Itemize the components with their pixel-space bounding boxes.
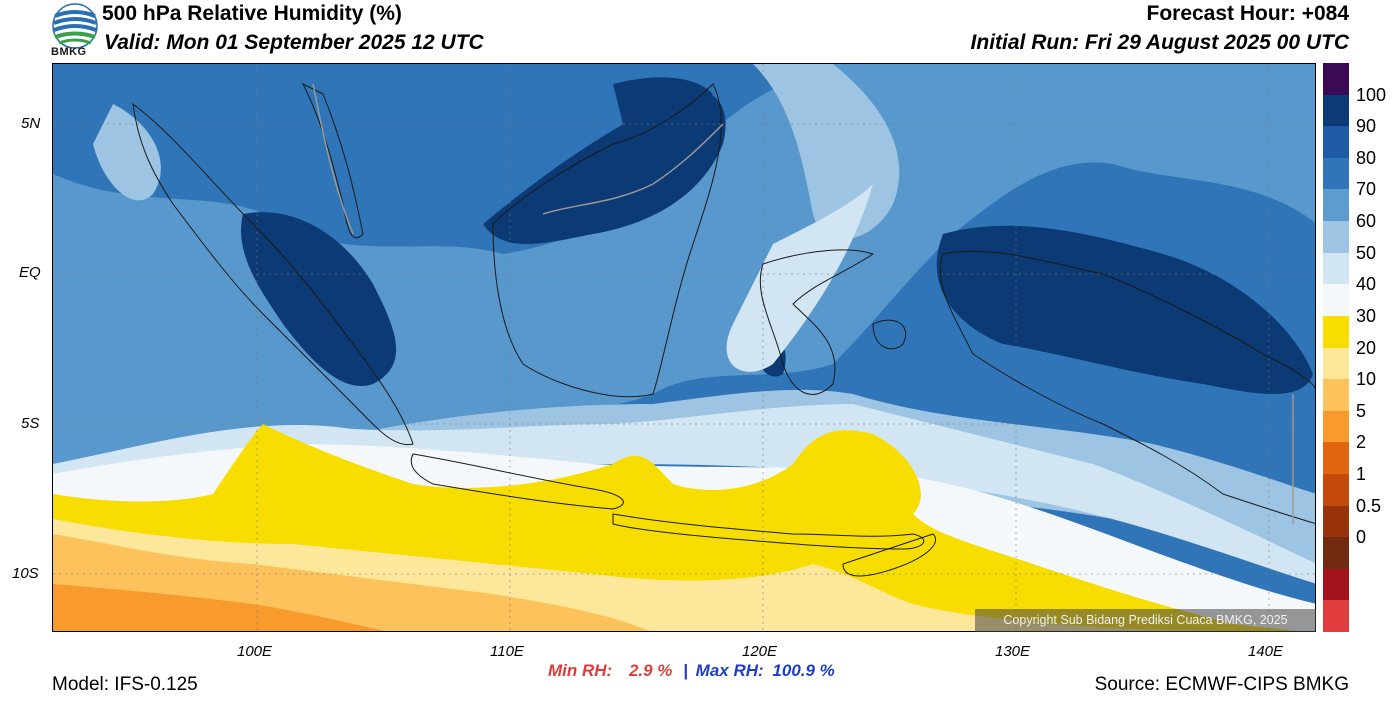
forecast-hour: Forecast Hour: +084 — [1146, 2, 1350, 25]
colorbar-segment — [1323, 221, 1349, 254]
lon-label-110e: 110E — [490, 643, 524, 660]
max-rh-label: Max RH: — [695, 661, 764, 680]
logo-text: BMKG — [51, 46, 87, 58]
coast-java — [410, 453, 624, 510]
colorbar-label: 1 — [1356, 463, 1367, 484]
colorbar-segment — [1323, 473, 1349, 507]
border-malay-peninsula — [312, 83, 354, 235]
lon-label-120e: 120E — [742, 643, 778, 660]
rh90-core-borneo — [483, 91, 726, 244]
humidity-map — [52, 63, 1316, 632]
colorbar-segment — [1323, 347, 1349, 380]
max-rh-value: 100.9 % — [772, 661, 835, 680]
colorbar-label: 50 — [1356, 242, 1377, 263]
colorbar-segment — [1323, 315, 1349, 348]
colorbar-segment — [1323, 63, 1349, 96]
colorbar-label: 70 — [1356, 179, 1377, 200]
colorbar-label: 10 — [1356, 369, 1377, 390]
colorbar-segment — [1323, 94, 1349, 127]
coast-sumatra — [132, 102, 414, 446]
colorbar-label: 0 — [1356, 527, 1367, 548]
colorbar — [1323, 63, 1349, 633]
coastlines — [132, 82, 1315, 577]
rh-stats: Min RH: 2.9 % | Max RH: 100.9 % — [548, 661, 835, 681]
coast-timor — [842, 533, 936, 577]
lon-label-130e: 130E — [995, 643, 1031, 660]
colorbar-label: 40 — [1356, 274, 1377, 295]
gridlines — [53, 64, 1315, 631]
min-rh-value: 2.9 % — [628, 661, 673, 680]
lat-label-5n: 5N — [21, 115, 41, 132]
colorbar-label: 5 — [1356, 400, 1367, 421]
colorbar-label: 80 — [1356, 147, 1377, 168]
data-source: Source: ECMWF-CIPS BMKG — [1094, 674, 1349, 695]
lat-label-10s: 10S — [12, 565, 39, 582]
colorbar-segment — [1323, 568, 1349, 601]
valid-time: Valid: Mon 01 September 2025 12 UTC — [104, 31, 484, 54]
coast-sulawesi — [759, 249, 875, 395]
coast-papua — [939, 250, 1315, 524]
colorbar-label: 0.5 — [1356, 495, 1382, 516]
colorbar-segment — [1323, 379, 1349, 412]
colorbar-segment — [1323, 505, 1349, 538]
colorbar-label: 2 — [1356, 432, 1367, 453]
colorbar-label: 30 — [1356, 305, 1377, 326]
chart-title: 500 hPa Relative Humidity (%) — [102, 2, 402, 25]
colorbar-segment — [1323, 126, 1349, 159]
lon-label-100e: 100E — [237, 643, 273, 660]
colorbar-segment — [1323, 537, 1349, 570]
rh70-patch-northwest — [93, 104, 161, 201]
political-borders — [312, 83, 1294, 524]
colorbar-segment — [1323, 442, 1349, 475]
map-svg — [53, 64, 1315, 631]
min-rh-label: Min RH: — [548, 661, 613, 680]
coast-lesser-sunda — [612, 513, 925, 550]
border-malaysia-indonesia — [542, 123, 724, 215]
colorbar-segment — [1323, 189, 1349, 222]
colorbar-label: 90 — [1356, 116, 1377, 137]
colorbar-segment — [1323, 157, 1349, 190]
lon-label-140e: 140E — [1248, 643, 1284, 660]
initial-run: Initial Run: Fri 29 August 2025 00 UTC — [970, 31, 1349, 54]
rh50-wedge-central — [726, 184, 873, 372]
lat-label-5s: 5S — [21, 415, 40, 432]
colorbar-segment — [1323, 284, 1349, 317]
model-name: Model: IFS-0.125 — [52, 674, 198, 695]
bmkg-logo — [52, 3, 98, 49]
copyright-notice: Copyright Sub Bidang Prediksi Cuaca BMKG… — [975, 609, 1316, 632]
rh5-zone — [53, 584, 385, 631]
colorbar-label: 100 — [1356, 84, 1387, 105]
lat-label-eq: EQ — [19, 264, 41, 281]
coast-borneo — [492, 83, 722, 398]
rh90-core-north — [613, 77, 713, 128]
colorbar-label: 60 — [1356, 211, 1377, 232]
colorbar-segment — [1323, 410, 1349, 443]
stats-separator: | — [683, 661, 688, 680]
coast-maluku — [872, 319, 907, 350]
colorbar-label: 20 — [1356, 337, 1377, 358]
rh90-core-papua — [936, 225, 1313, 394]
colorbar-segment — [1323, 600, 1349, 633]
colorbar-segment — [1323, 252, 1349, 285]
